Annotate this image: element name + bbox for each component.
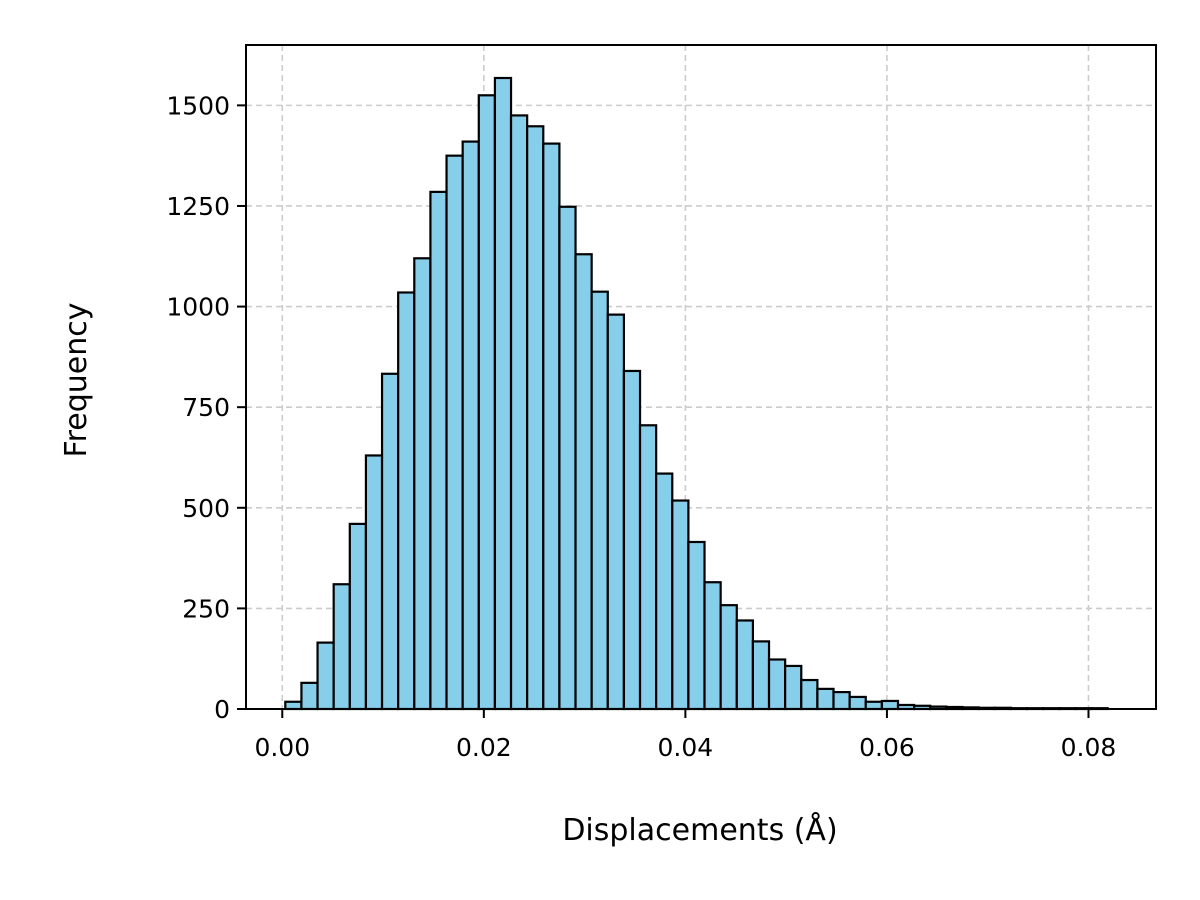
y-tick-label: 0 — [214, 695, 230, 724]
histogram-bar — [477, 94, 497, 711]
histogram-bar — [880, 699, 900, 711]
x-tick-label: 0.08 — [1061, 733, 1117, 762]
y-tick-label: 1500 — [166, 91, 230, 120]
histogram-bar — [364, 454, 384, 711]
histogram-bar — [606, 313, 626, 711]
y-axis-label: Frequency — [59, 303, 94, 458]
x-tick-label: 0.04 — [658, 733, 714, 762]
histogram-bar — [284, 700, 303, 711]
histogram-bar — [655, 472, 674, 711]
histogram-bar — [526, 125, 545, 711]
x-axis-ticks: 0.00 0.02 0.04 0.06 0.08 — [254, 709, 1116, 762]
y-tick-label: 500 — [182, 494, 230, 523]
histogram-bar — [542, 142, 561, 711]
histogram-bars — [284, 76, 1109, 711]
histogram-bar — [638, 424, 658, 711]
histogram-bar — [493, 76, 513, 711]
histogram-bar — [816, 687, 835, 711]
histogram-bar — [864, 700, 883, 711]
histogram-bar — [413, 257, 432, 711]
histogram-bar — [767, 658, 787, 711]
histogram-bar — [800, 678, 819, 711]
histogram-bar — [348, 522, 368, 711]
histogram-bar — [784, 664, 803, 711]
histogram-bar — [719, 604, 738, 711]
y-tick-label: 1000 — [166, 293, 230, 322]
histogram-bar — [380, 372, 400, 711]
histogram-bar — [461, 140, 480, 711]
y-tick-label: 1250 — [166, 192, 230, 221]
histogram-bar — [590, 290, 609, 711]
x-axis-label: Displacements (Å) — [562, 812, 837, 848]
histogram-bar — [832, 690, 851, 711]
x-tick-label: 0.00 — [254, 733, 310, 762]
histogram-bar — [509, 114, 529, 711]
histogram-bar — [848, 695, 867, 711]
histogram-bar — [316, 641, 335, 711]
histogram-bar — [703, 581, 722, 711]
histogram-bar — [735, 619, 754, 711]
plot-frame — [245, 44, 1157, 710]
histogram-bar — [622, 369, 642, 711]
histogram-bar — [445, 154, 464, 711]
histogram-bar — [671, 499, 690, 711]
y-tick-label: 250 — [182, 594, 230, 623]
histogram-bar — [751, 640, 771, 711]
histogram-bar — [558, 205, 577, 711]
y-axis-ticks: 0 250 500 750 1000 1250 1500 — [166, 91, 246, 724]
x-tick-label: 0.02 — [456, 733, 512, 762]
histogram-bar — [429, 190, 448, 711]
y-tick-label: 750 — [182, 393, 230, 422]
histogram-bar — [332, 583, 351, 711]
histogram-bar — [300, 681, 319, 711]
histogram-bar — [574, 253, 593, 711]
histogram-bar — [687, 540, 706, 711]
x-tick-label: 0.06 — [859, 733, 915, 762]
histogram-bar — [397, 291, 416, 711]
